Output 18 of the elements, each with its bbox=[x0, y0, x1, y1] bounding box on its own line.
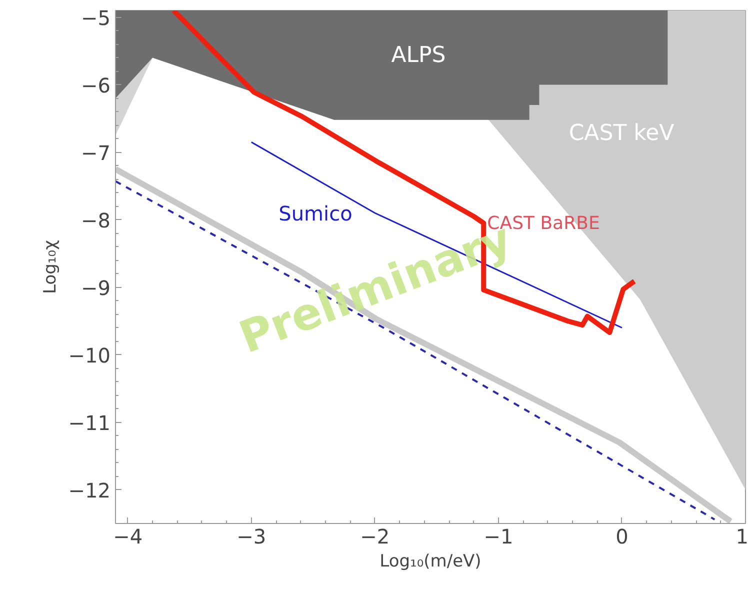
y-tick-label: −9 bbox=[81, 276, 110, 300]
x-axis-title: Log₁₀(m/eV) bbox=[380, 552, 482, 572]
y-tick-label: −6 bbox=[81, 73, 110, 98]
y-tick-label: −10 bbox=[68, 343, 111, 368]
x-tick-label: −4 bbox=[113, 524, 143, 548]
y-axis-title: Log₁₀χ bbox=[40, 240, 60, 294]
series-label: ALPS bbox=[391, 43, 446, 68]
series-label: Sumico bbox=[278, 202, 352, 226]
y-tick-label: −12 bbox=[68, 478, 111, 502]
y-tick-label: −11 bbox=[68, 410, 111, 435]
x-tick-label: −1 bbox=[484, 524, 514, 548]
y-tick-label: −5 bbox=[81, 6, 110, 30]
y-tick-label: −7 bbox=[81, 140, 110, 165]
y-tick-label: −8 bbox=[81, 208, 110, 232]
x-tick-label: 0 bbox=[616, 524, 628, 548]
x-tick-label: −2 bbox=[360, 524, 390, 548]
x-tick-label: −3 bbox=[236, 524, 266, 548]
x-tick-label: 1 bbox=[736, 524, 748, 548]
